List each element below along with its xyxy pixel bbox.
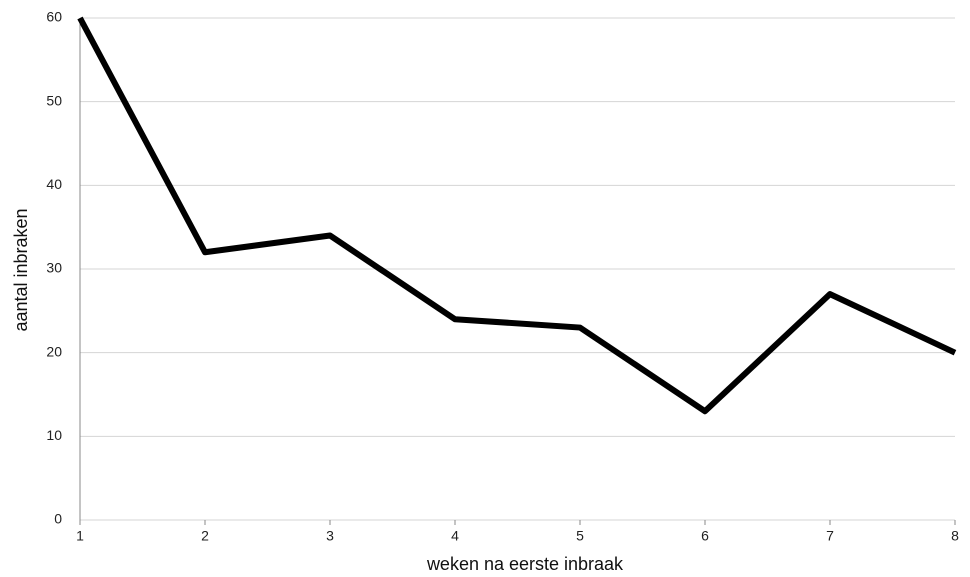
x-tick-label: 5 [576, 528, 584, 544]
x-tick-label: 6 [701, 528, 709, 544]
x-tick-label: 7 [826, 528, 834, 544]
x-axis-title: weken na eerste inbraak [426, 554, 624, 574]
x-tick-label: 8 [951, 528, 959, 544]
y-axis-title: aantal inbraken [11, 208, 31, 331]
x-tick-label: 4 [451, 528, 459, 544]
x-tick-label: 1 [76, 528, 84, 544]
y-tick-label: 10 [46, 427, 62, 443]
y-tick-label: 50 [46, 92, 62, 108]
y-tick-label: 0 [54, 511, 62, 527]
x-tick-label: 2 [201, 528, 209, 544]
y-tick-label: 60 [46, 9, 62, 25]
y-tick-label: 20 [46, 343, 62, 359]
line [77, 16, 957, 415]
x-tick-label: 3 [326, 528, 334, 544]
y-tick-label: 30 [46, 260, 62, 276]
y-tick-label: 40 [46, 176, 62, 192]
